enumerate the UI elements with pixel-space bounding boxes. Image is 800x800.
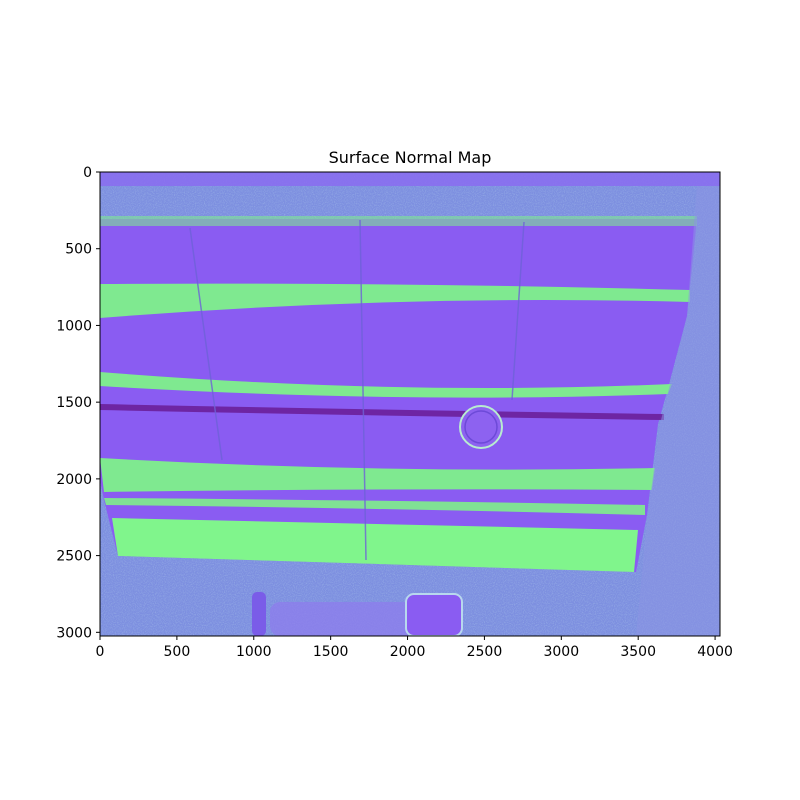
- surface-normal-image: [100, 172, 720, 636]
- bottom-object-middle: [270, 602, 420, 636]
- y-tick-label: 3000: [56, 625, 92, 641]
- y-axis: 0 500 1000 1500 2000 2500 3000: [56, 165, 100, 641]
- plot-frame: [99, 171, 721, 637]
- y-tick-label: 0: [83, 165, 92, 181]
- vertical-seam-2: [359, 219, 367, 561]
- x-tick-label: 4000: [697, 644, 733, 660]
- x-tick-label: 500: [164, 644, 191, 660]
- upper-edge-band: [100, 216, 697, 226]
- y-tick-label: 2500: [56, 549, 92, 565]
- y-tick-label: 1000: [56, 318, 92, 334]
- bottom-object-left: [252, 592, 266, 636]
- y-tick-label: 1500: [56, 395, 92, 411]
- green-band-3: [100, 458, 655, 492]
- x-tick-label: 1500: [313, 644, 349, 660]
- x-tick-label: 1000: [236, 644, 272, 660]
- vertical-seam-1: [189, 227, 223, 461]
- x-tick-label: 3000: [543, 644, 579, 660]
- right-background: [636, 186, 720, 636]
- x-tick-label: 3500: [620, 644, 656, 660]
- lower-green-panel: [112, 518, 638, 572]
- green-band-2: [100, 372, 672, 398]
- x-tick-label: 2000: [390, 644, 426, 660]
- y-tick-label: 2000: [56, 472, 92, 488]
- dark-seam: [100, 404, 664, 420]
- green-band-1: [100, 283, 690, 318]
- x-tick-label: 2500: [467, 644, 503, 660]
- top-purple-strip: [100, 172, 720, 186]
- coin-inner: [464, 410, 498, 444]
- x-axis: 0 500 1000 1500 2000 2500 3000 3500 4000: [96, 636, 733, 660]
- bottom-object-right: [405, 593, 463, 636]
- vertical-seam-3: [511, 221, 525, 401]
- chart-title: Surface Normal Map: [329, 148, 492, 167]
- green-band-4: [104, 498, 645, 515]
- coin: [459, 405, 503, 449]
- y-tick-label: 500: [65, 242, 92, 258]
- x-tick-label: 0: [96, 644, 105, 660]
